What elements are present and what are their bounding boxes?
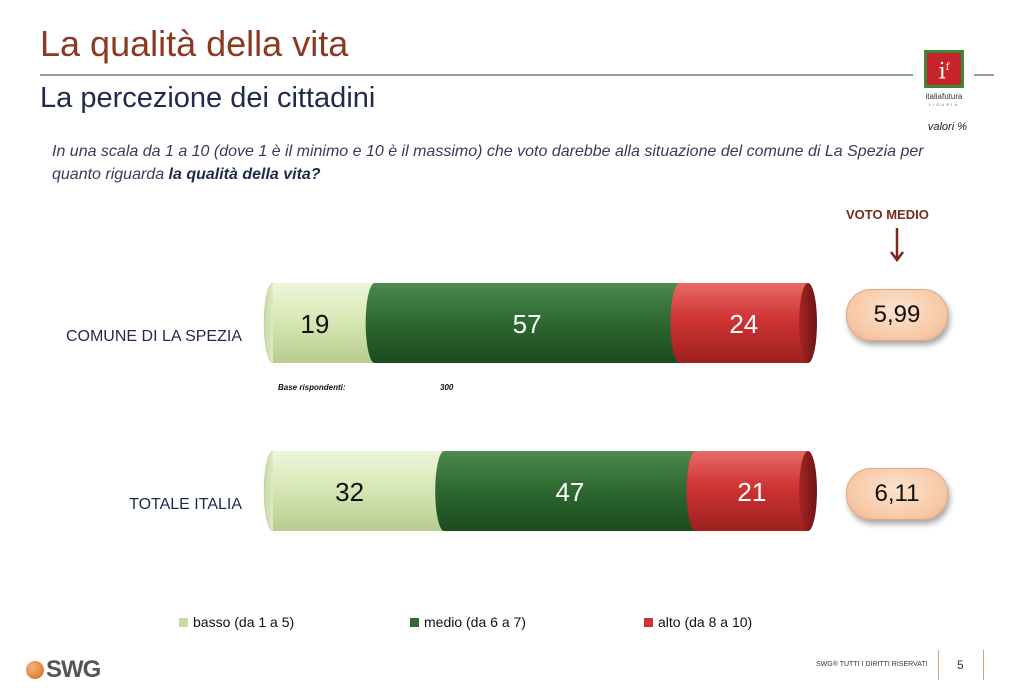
legend-label-alto: alto (da 8 a 10) [658, 614, 753, 630]
bar-segment-medio-0 [374, 283, 680, 363]
logo-mark: if [924, 50, 964, 88]
voto-medio-la-spezia: 5,99 [846, 289, 948, 341]
footer-rights: SWG® TUTTI I DIRITTI RISERVATI [816, 661, 928, 668]
swg-logo: SWG [26, 656, 101, 684]
base-value: 300 [440, 383, 454, 392]
row-label-la-spezia: COMUNE DI LA SPEZIA [65, 328, 242, 345]
legend-item-alto: alto (da 8 a 10) [644, 614, 752, 630]
legend-label-basso: basso (da 1 a 5) [193, 614, 295, 630]
voto-medio-label: VOTO MEDIO [846, 207, 929, 222]
legend-swatch-medio [410, 617, 419, 627]
bar-joint-alto-0 [670, 283, 689, 363]
bar-cap-right-1 [799, 451, 817, 531]
logo-region: LIGURIA [928, 102, 959, 107]
bar-joint-alto-1 [686, 451, 705, 531]
logo-mark-letter: i [938, 59, 946, 85]
legend-label-medio: medio (da 6 a 7) [424, 614, 526, 630]
bar-segment-basso-1 [273, 451, 445, 531]
data-label-medio-1: 47 [555, 477, 584, 507]
swg-brand: SWG [46, 656, 101, 683]
footer-divider-left [938, 650, 939, 680]
logo-mark-superscript: f [945, 62, 950, 73]
swg-ball-icon [26, 661, 44, 679]
legend-item-basso: basso (da 1 a 5) [179, 614, 294, 630]
down-arrow-icon [890, 228, 904, 263]
page-subtitle: La percezione dei cittadini [40, 82, 376, 114]
data-label-medio-0: 57 [513, 309, 542, 339]
values-note: valori % [927, 121, 967, 133]
bar-joint-medio-0 [365, 283, 384, 363]
data-label-basso-0: 19 [300, 309, 329, 339]
legend-swatch-basso [179, 617, 188, 627]
data-label-alto-0: 24 [729, 309, 758, 339]
voto-medio-totale-italia: 6,11 [846, 468, 948, 520]
base-label: Base rispondenti: [278, 383, 346, 392]
question-text: In una scala da 1 a 10 (dove 1 è il mini… [52, 143, 924, 183]
italiafutura-logo: if italiafutura LIGURIA [918, 46, 970, 108]
question-emphasis: la qualità della vita? [168, 166, 321, 183]
bar-segment-basso-0 [273, 283, 375, 363]
footer-divider-right [983, 650, 984, 680]
legend-swatch-alto [644, 617, 653, 627]
data-label-basso-1: 32 [335, 477, 364, 507]
bar-segment-medio-1 [444, 451, 696, 531]
title-divider-right [974, 74, 994, 76]
logo-name: italiafutura [925, 92, 963, 101]
title-divider [40, 74, 913, 76]
row-label-totale-italia: TOTALE ITALIA [129, 496, 242, 513]
bar-cap-right-0 [799, 283, 817, 363]
page-number: 5 [957, 658, 964, 672]
legend-item-medio: medio (da 6 a 7) [410, 614, 526, 630]
bar-segment-alto-0 [679, 283, 808, 363]
bar-segment-alto-1 [695, 451, 808, 531]
bar-joint-medio-1 [435, 451, 454, 531]
survey-question: In una scala da 1 a 10 (dove 1 è il mini… [52, 140, 972, 186]
data-label-alto-1: 21 [737, 477, 766, 507]
page-title: La qualità della vita [40, 23, 349, 64]
